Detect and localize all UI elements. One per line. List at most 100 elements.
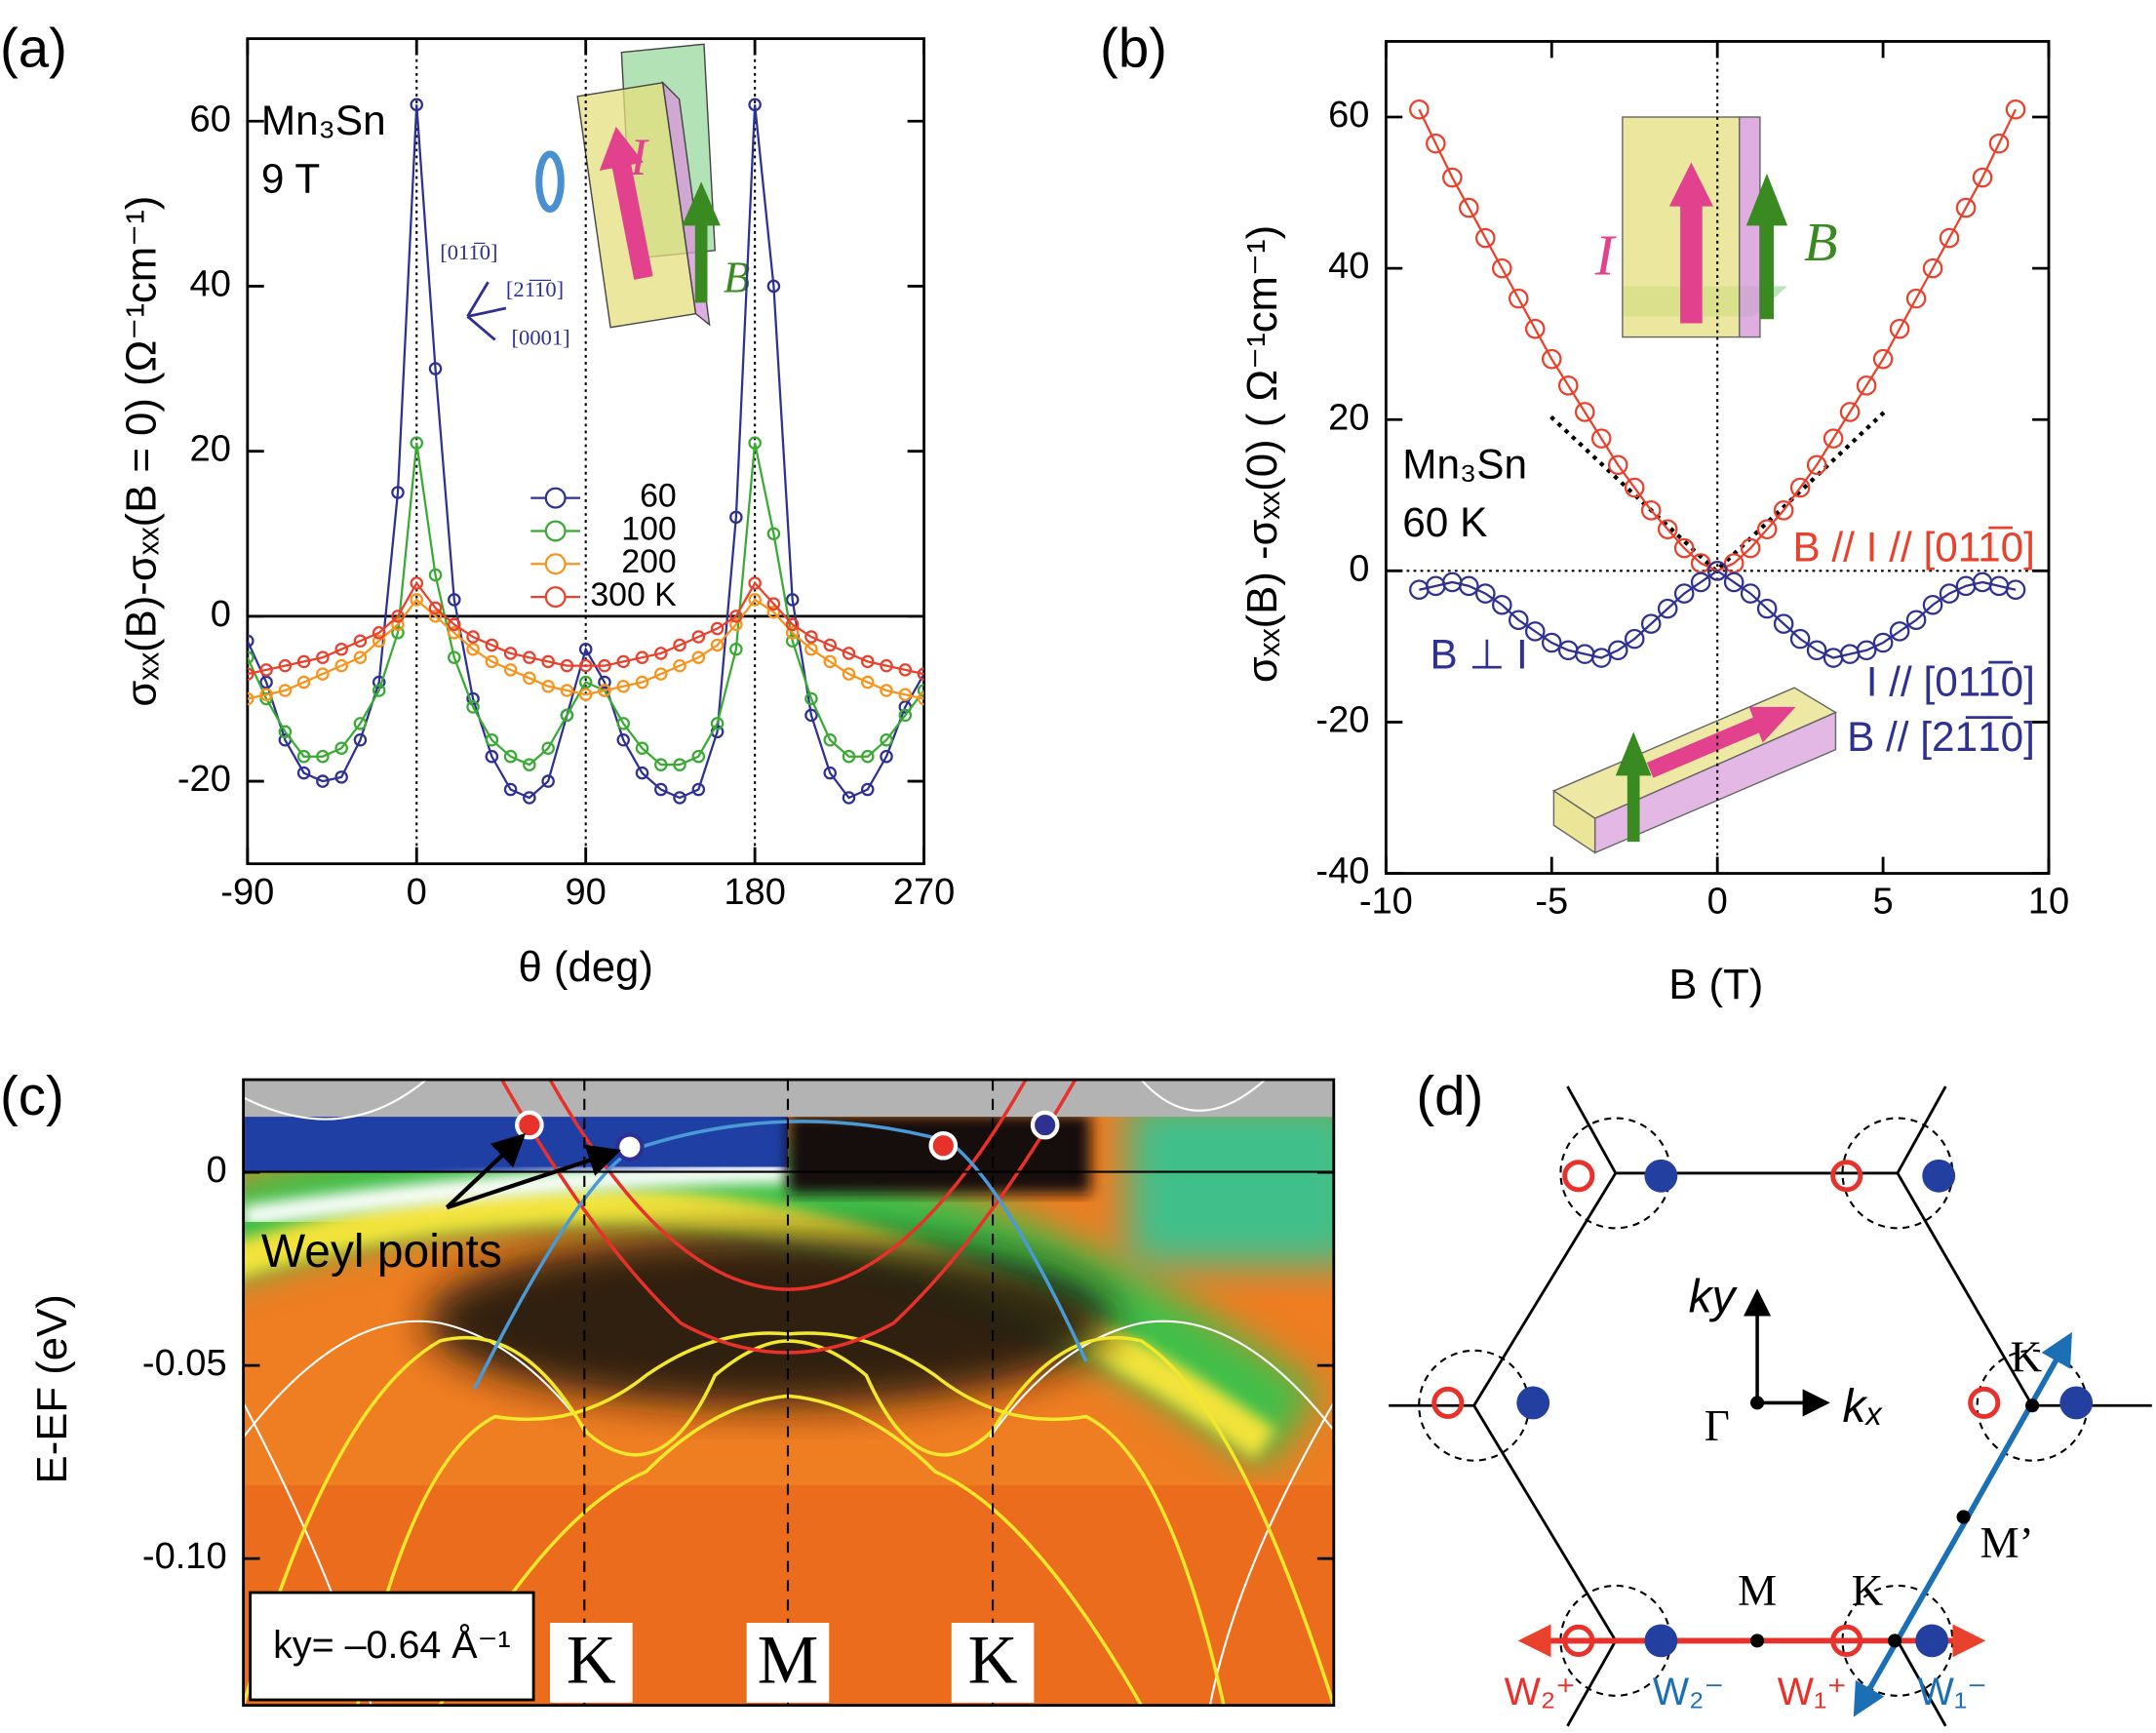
annotation: M — [758, 1622, 819, 1698]
y-axis-label: σₓₓ(B)-σₓₓ(B = 0) (Ω⁻¹cm⁻¹) — [118, 196, 166, 707]
dot — [1750, 1634, 1765, 1648]
marker — [578, 688, 593, 702]
marker — [635, 741, 649, 756]
label-box — [951, 1623, 1035, 1703]
marker — [598, 675, 611, 689]
legend-marker — [544, 553, 567, 575]
marker — [1508, 610, 1529, 631]
marker — [880, 733, 893, 747]
weyl — [2059, 1386, 2094, 1420]
weyl — [1915, 1624, 1949, 1658]
marker — [466, 642, 480, 656]
marker — [391, 626, 405, 640]
marker — [1905, 610, 1927, 631]
marker — [448, 617, 461, 632]
series-label: B // I // [011̅0] — [1792, 524, 2034, 570]
axes-icon — [466, 281, 507, 341]
arrowhead — [1745, 173, 1788, 226]
series — [1409, 561, 2026, 668]
weyl — [1830, 1624, 1863, 1657]
legend-label: 100 — [621, 510, 676, 547]
marker — [598, 684, 611, 697]
panel-label: (a) — [0, 18, 67, 79]
marker — [428, 610, 443, 623]
annotation: Weyl points — [261, 1226, 502, 1278]
marker — [296, 654, 311, 669]
annotation: K — [567, 1622, 616, 1698]
marker — [654, 782, 668, 797]
marker — [616, 680, 631, 693]
marker — [1657, 598, 1678, 619]
marker — [729, 510, 743, 525]
marker — [2005, 98, 2026, 120]
marker — [448, 593, 461, 607]
annotation: ky= –0.64 Å⁻¹ — [273, 1624, 511, 1667]
k-lines — [583, 1080, 995, 1706]
band — [243, 1080, 1266, 1121]
marker — [1789, 477, 1811, 498]
marker — [503, 749, 518, 764]
marker — [804, 691, 818, 706]
marker — [541, 680, 555, 693]
marker — [860, 782, 875, 797]
series — [247, 576, 924, 681]
marker — [785, 634, 800, 649]
y-tick-label: -0.05 — [142, 1343, 227, 1384]
marker — [1590, 648, 1612, 668]
points — [1750, 1396, 2040, 1648]
marker — [823, 654, 837, 669]
marker — [1673, 583, 1695, 604]
weyl — [1562, 1160, 1595, 1193]
marker — [1492, 594, 1512, 615]
marker — [804, 708, 818, 723]
marker — [1773, 499, 1794, 521]
marker — [296, 766, 311, 780]
dot — [1888, 1634, 1902, 1648]
label-box — [550, 1623, 633, 1703]
legend-marker — [544, 487, 567, 509]
marker — [541, 741, 555, 756]
marker — [785, 626, 800, 640]
marker — [823, 638, 837, 652]
annotation: K — [968, 1622, 1018, 1698]
marker — [1806, 640, 1827, 661]
series — [247, 436, 924, 771]
marker — [673, 791, 686, 805]
rotation-icon — [535, 150, 565, 214]
marker — [1706, 561, 1728, 581]
marker — [259, 663, 273, 677]
marker — [503, 663, 518, 677]
marker — [1723, 571, 1744, 593]
marker — [485, 638, 499, 652]
marker — [729, 617, 743, 632]
marker — [259, 675, 273, 689]
marker — [1607, 640, 1628, 661]
marker — [1756, 519, 1778, 539]
marker — [278, 658, 293, 673]
marker — [1823, 428, 1844, 449]
marker — [1889, 318, 1910, 339]
marker — [710, 717, 725, 730]
weyl-point — [1030, 1110, 1060, 1140]
y-tick-label: 0 — [1349, 548, 1369, 589]
marker — [428, 568, 443, 582]
marker — [259, 691, 273, 706]
marker — [391, 610, 405, 623]
annotation: 9 T — [261, 155, 320, 201]
marker — [842, 647, 856, 660]
weyl — [1644, 1159, 1678, 1193]
marker — [259, 688, 273, 702]
y-tick-label: 60 — [1328, 95, 1369, 136]
marker — [1475, 227, 1496, 249]
marker — [691, 630, 706, 644]
marker — [1442, 167, 1463, 188]
marker — [917, 684, 924, 697]
annotation: [21̅1̅0] — [506, 277, 564, 301]
marker — [1955, 197, 1977, 218]
marker — [691, 650, 706, 664]
marker — [391, 617, 405, 632]
marker — [860, 675, 875, 689]
y-tick-label: -0.10 — [142, 1536, 227, 1577]
marker — [578, 642, 593, 656]
